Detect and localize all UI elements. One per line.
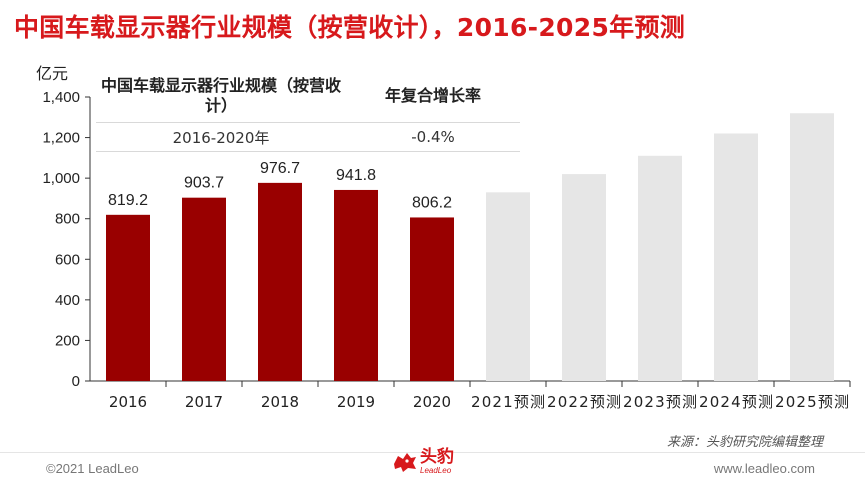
chart-title: 中国车载显示器行业规模（按营收计），2016-2025年预测 [14, 13, 686, 42]
footer-divider [0, 452, 865, 453]
x-tick-label: 2019 [337, 393, 375, 411]
bar-data-label: 819.2 [108, 192, 148, 209]
x-tick-label: 2016 [109, 393, 147, 411]
bar-data-label: 941.8 [336, 167, 376, 184]
x-tick-label: 2021预测 [471, 393, 545, 411]
cagr-rate-value: -0.4% [411, 128, 455, 146]
footer-copyright: ©2021 LeadLeo [46, 461, 139, 476]
cagr-table: 中国车载显示器行业规模（按营收计） 年复合增长率 2016-2020年 -0.4… [96, 70, 520, 152]
y-tick-label: 1,200 [42, 130, 80, 147]
bar-data-label: 976.7 [260, 160, 300, 177]
historical-bar [182, 197, 226, 381]
cagr-period: 2016-2020年 [172, 128, 270, 147]
leadleo-logo: 头豹 LeadLeo [392, 449, 454, 475]
y-axis-unit-label: 亿元 [36, 64, 69, 83]
y-tick-label: 1,400 [42, 89, 80, 106]
forecast-bar [790, 113, 834, 381]
leopard-head-icon [394, 453, 416, 472]
cagr-header-rate: 年复合增长率 [384, 86, 481, 105]
cagr-table-header: 中国车载显示器行业规模（按营收计） 年复合增长率 [96, 70, 520, 122]
historical-bar [410, 217, 454, 381]
logo-chinese-name: 头豹 [420, 447, 454, 467]
historical-bar [334, 189, 378, 381]
x-tick-label: 2025预测 [775, 393, 849, 411]
bar-data-label: 806.2 [412, 194, 452, 211]
forecast-bar [562, 174, 606, 381]
y-tick-label: 600 [55, 251, 80, 268]
cagr-table-row: 2016-2020年 -0.4% [96, 122, 520, 152]
x-tick-label: 2023预测 [623, 393, 697, 411]
bar-data-label: 903.7 [184, 175, 224, 192]
source-note: 来源：头豹研究院编辑整理 [666, 435, 823, 450]
cagr-header-metric: 中国车载显示器行业规模（按营收计） [100, 76, 341, 115]
x-tick-label: 2020 [413, 393, 451, 411]
x-tick-label: 2022预测 [547, 393, 621, 411]
y-tick-label: 400 [55, 292, 80, 309]
y-tick-label: 1,000 [42, 170, 80, 187]
y-tick-label: 0 [72, 373, 80, 390]
x-tick-label: 2024预测 [699, 393, 773, 411]
forecast-bar [486, 192, 530, 381]
y-tick-label: 800 [55, 211, 80, 228]
x-tick-label: 2018 [261, 393, 299, 411]
logo-english-name: LeadLeo [420, 466, 452, 475]
footer-website: www.leadleo.com [713, 461, 815, 476]
forecast-bar [714, 133, 758, 381]
historical-bar [258, 182, 302, 381]
y-tick-label: 200 [55, 332, 80, 349]
historical-bar [106, 214, 150, 381]
x-tick-label: 2017 [185, 393, 223, 411]
forecast-bar [638, 155, 682, 381]
